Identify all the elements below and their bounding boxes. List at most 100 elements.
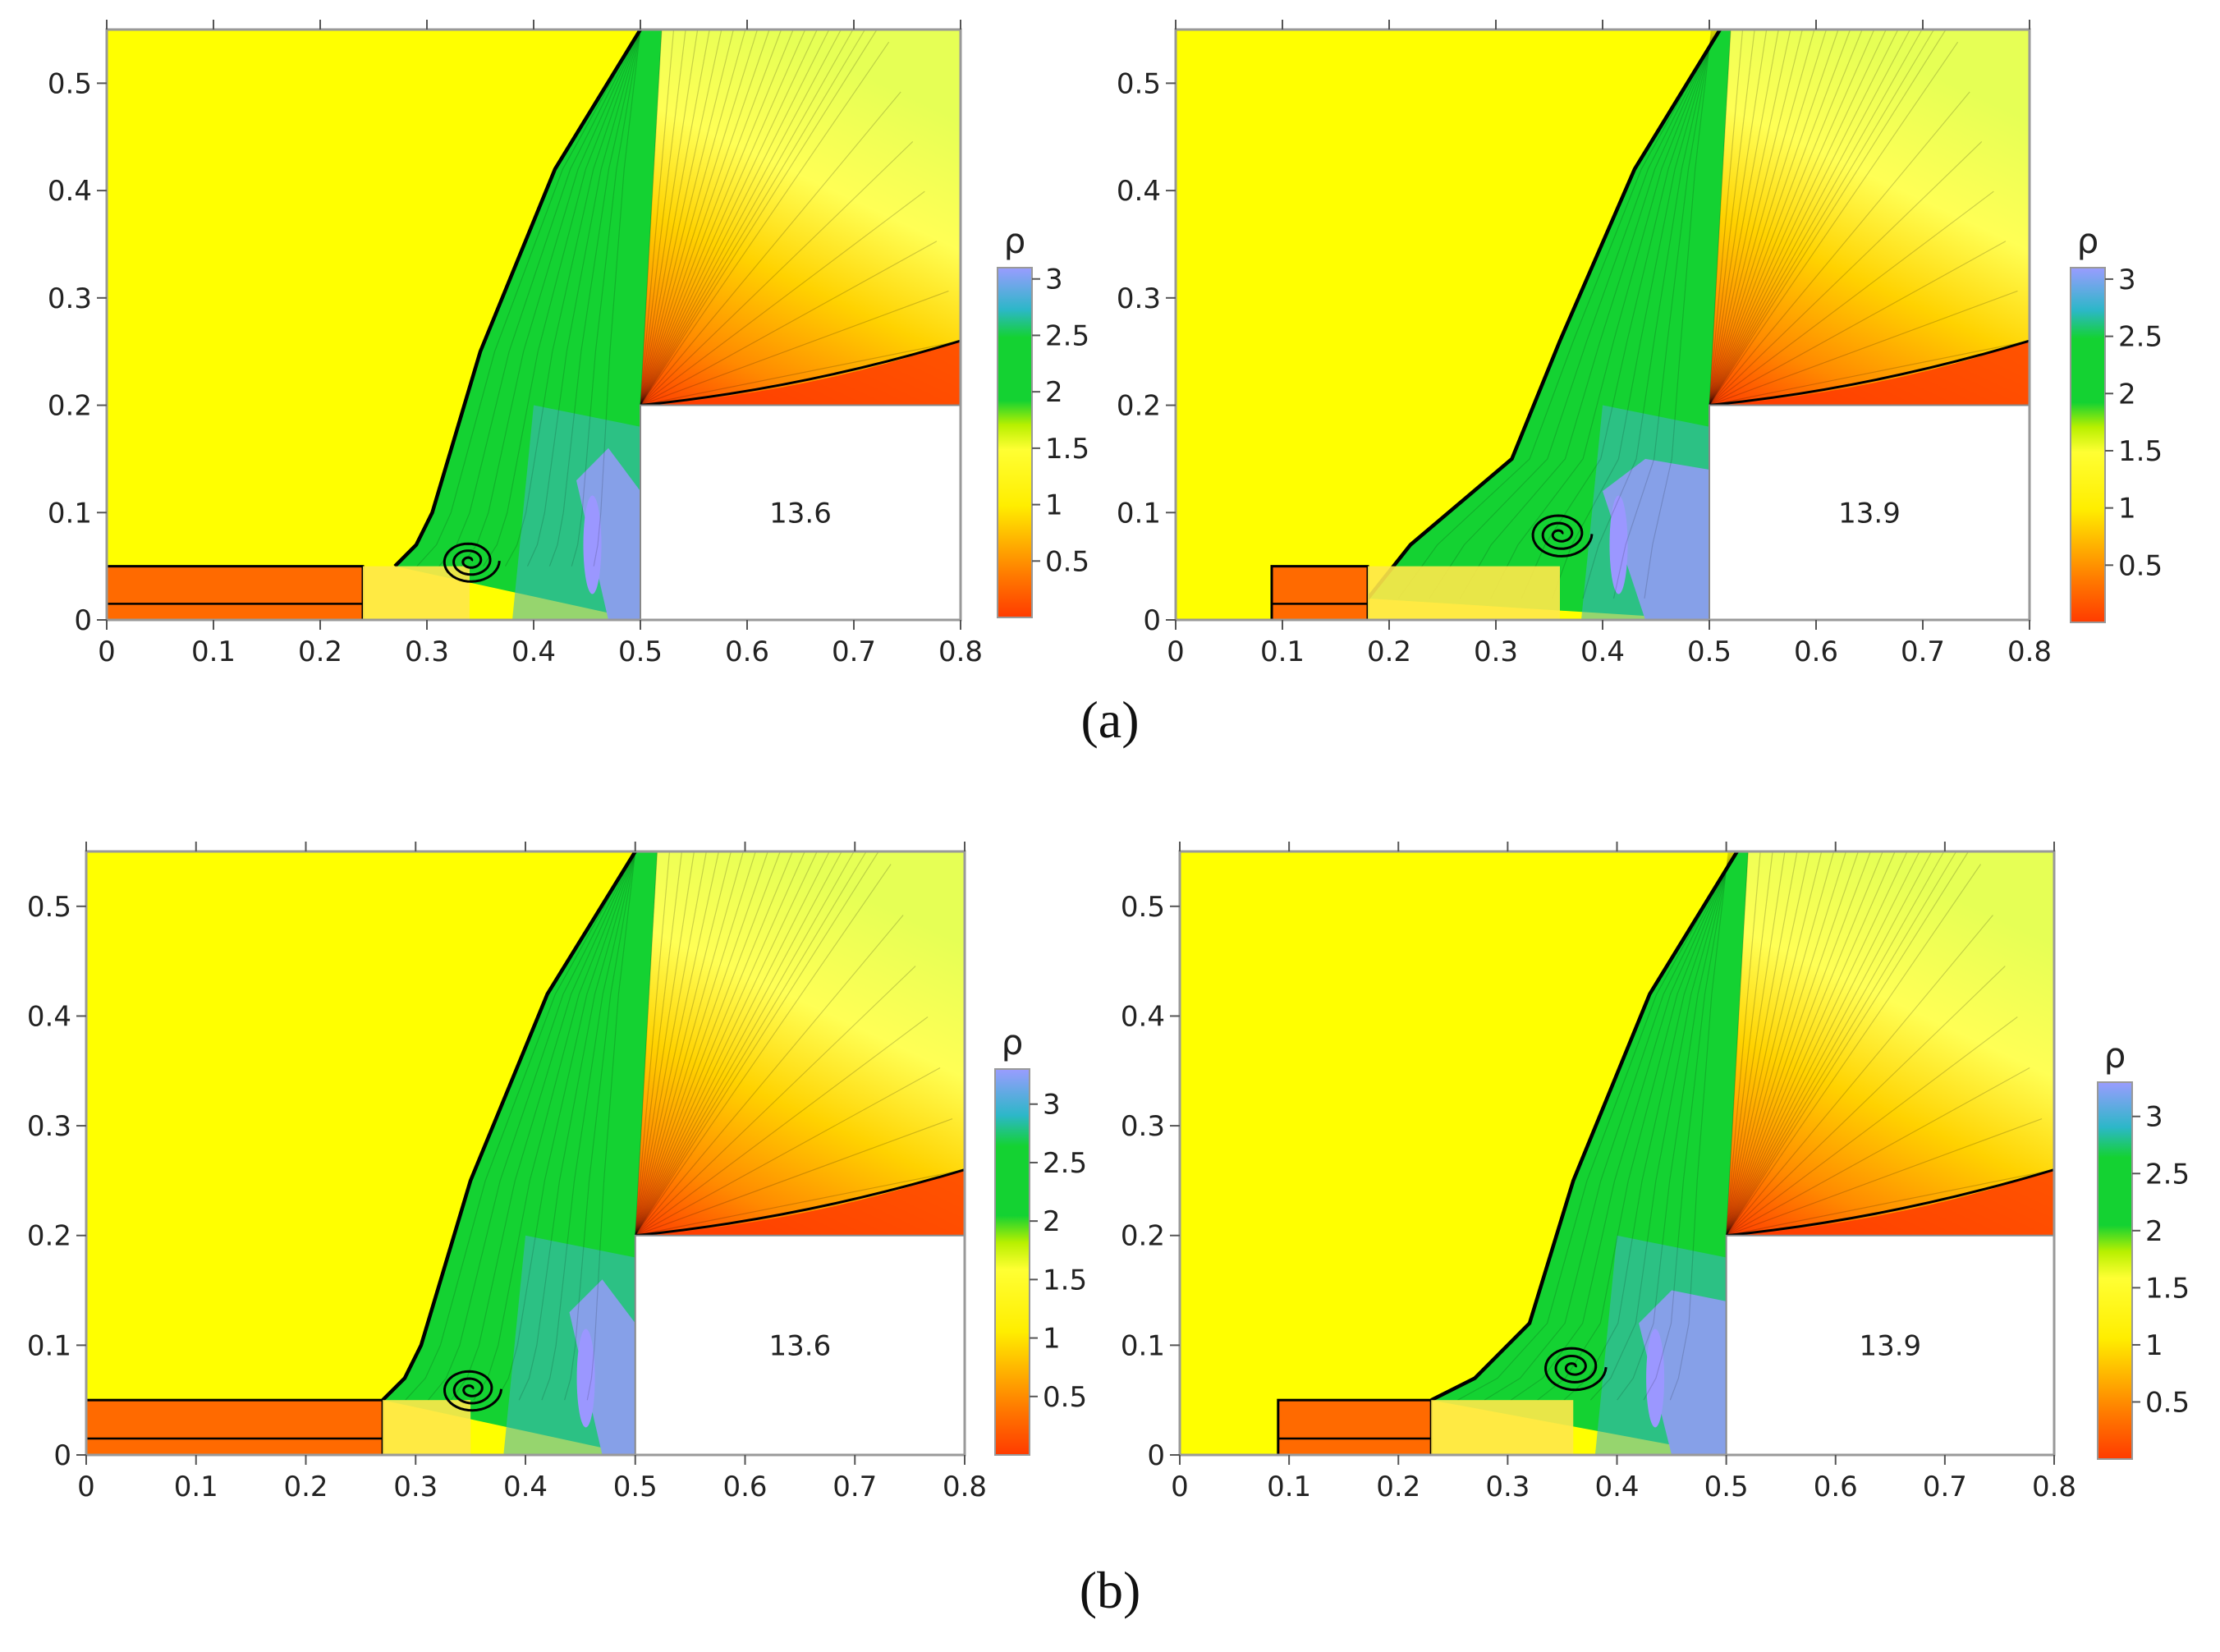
colorbar-tick-label: 1.5 <box>2145 1272 2190 1305</box>
density-contour <box>405 851 636 1401</box>
expansion-ray <box>635 851 719 1236</box>
density-contour <box>504 29 641 567</box>
colorbar-tick-label: 3 <box>2118 264 2136 296</box>
colorbar-tick-label: 0.5 <box>2118 549 2163 582</box>
expansion-ray <box>640 29 806 406</box>
expansion-ray <box>1709 29 1887 406</box>
expansion-ray <box>1726 864 1982 1237</box>
y-tick-label: 0.3 <box>48 282 92 315</box>
y-tick-label: 0.5 <box>48 67 92 100</box>
expansion-ray <box>1709 29 1744 406</box>
expansion-ray <box>1709 29 1839 406</box>
y-tick-label: 0.2 <box>1121 1220 1165 1253</box>
colorbar <box>994 1068 1030 1456</box>
low-density-zone <box>640 341 961 406</box>
expansion-ray <box>1709 141 1983 406</box>
expansion-ray <box>640 29 699 406</box>
x-tick-label: 0.3 <box>405 636 449 668</box>
y-tick-label: 0.1 <box>1121 1329 1165 1362</box>
expansion-ray <box>640 29 818 406</box>
expansion-ray <box>640 141 914 406</box>
colorbar-tick-label: 0.5 <box>1045 545 1089 578</box>
expansion-ray <box>640 29 734 406</box>
density-contour <box>1669 851 1729 1401</box>
y-tick-label: 0.2 <box>48 390 92 423</box>
y-tick-label: 0.4 <box>1121 1000 1165 1033</box>
expansion-ray <box>1726 966 2006 1237</box>
y-tick-label: 0.1 <box>1117 497 1161 530</box>
density-contour <box>1589 851 1732 1401</box>
expansion-ray <box>640 29 686 406</box>
x-tick-label: 0.1 <box>1267 1471 1311 1503</box>
expansion-ray <box>1709 29 1935 406</box>
density-contour <box>518 851 636 1401</box>
peak-density-spot <box>1609 495 1628 594</box>
plot-panel-b-right: 13.9 0 0.1 0.2 0.3 0.4 0.5 0.6 0.7 0.8 0 0.1 0.2 0.3 0… <box>1121 842 2190 1503</box>
low-density-zone <box>635 1169 965 1236</box>
density-contour <box>461 29 641 567</box>
expansion-ray <box>1726 851 1896 1236</box>
expansion-ray <box>635 851 842 1237</box>
expansion-ray <box>1709 29 1755 406</box>
low-density-zone <box>1726 1169 2054 1236</box>
y-tick-label: 0 <box>74 604 92 637</box>
expansion-ray <box>635 851 830 1236</box>
peak-density-spot <box>1646 1328 1665 1428</box>
x-tick-label: 0.7 <box>832 1471 877 1503</box>
colorbar-tick-label: 2 <box>1045 376 1063 409</box>
expansion-ray <box>1726 851 1970 1237</box>
expansion-ray <box>1726 851 1957 1237</box>
expansion-ray <box>1709 29 1732 406</box>
expansion-ray <box>635 1016 929 1237</box>
y-tick-label: 0 <box>1147 1439 1165 1472</box>
expansion-ray <box>1709 29 1899 406</box>
expansion-ray <box>640 29 866 406</box>
shear-layer-line <box>1709 339 2030 407</box>
expansion-ray <box>640 29 710 406</box>
x-tick-label: 0.4 <box>511 636 556 668</box>
expansion-ray <box>1709 91 1970 406</box>
expansion-ray <box>640 29 878 406</box>
expansion-ray <box>1726 1117 2043 1237</box>
colorbar-tick-label: 0.5 <box>2145 1386 2190 1419</box>
density-contour <box>593 29 641 567</box>
expansion-ray <box>1726 851 1823 1236</box>
expansion-ray <box>640 29 854 406</box>
expansion-ray <box>1726 851 1749 1236</box>
bow-shock-line <box>1430 850 1739 1402</box>
x-tick-label: 0.2 <box>283 1471 328 1503</box>
x-tick-label: 0.8 <box>2032 1471 2076 1503</box>
expansion-fan-region <box>1709 30 2030 406</box>
x-tick-label: 0.3 <box>393 1471 438 1503</box>
x-tick-label: 0.5 <box>1687 636 1732 668</box>
x-tick-label: 0.5 <box>618 636 663 668</box>
time-label: 13.6 <box>769 497 832 530</box>
colorbar-tick-label: 1.5 <box>1043 1264 1087 1296</box>
expansion-ray <box>1726 851 1773 1236</box>
high-density-region <box>576 447 640 620</box>
time-label: 13.9 <box>1859 1329 1921 1362</box>
x-tick-label: 0.2 <box>1367 636 1411 668</box>
density-contour <box>1397 29 1720 599</box>
expansion-ray <box>635 915 904 1237</box>
plot-panel-a-right: 13.9 0 0.1 0.2 0.3 0.4 0.5 0.6 0.7 0.8 0 0.1 0.2 0.3 0… <box>1117 20 2163 668</box>
x-tick-label: 0.6 <box>722 1471 767 1503</box>
density-contour <box>1552 29 1715 599</box>
expansion-ray <box>635 851 756 1236</box>
density-contour <box>1582 29 1714 599</box>
density-contour <box>428 851 636 1401</box>
y-tick-label: 0.2 <box>27 1220 71 1253</box>
expansion-ray <box>1726 851 1933 1237</box>
x-tick-label: 0.8 <box>2007 636 2052 668</box>
step-obstacle <box>640 405 961 620</box>
expansion-ray <box>640 41 890 406</box>
y-tick-label: 0.1 <box>48 497 92 530</box>
colorbar-tick-label: 3 <box>1045 264 1063 296</box>
x-tick-label: 0.4 <box>503 1471 548 1503</box>
density-contour <box>1643 851 1730 1401</box>
high-density-region <box>1639 1290 1727 1455</box>
time-label: 13.9 <box>1838 497 1901 530</box>
density-contour <box>483 29 641 567</box>
expansion-ray <box>1709 29 1791 406</box>
expansion-ray <box>635 851 658 1236</box>
